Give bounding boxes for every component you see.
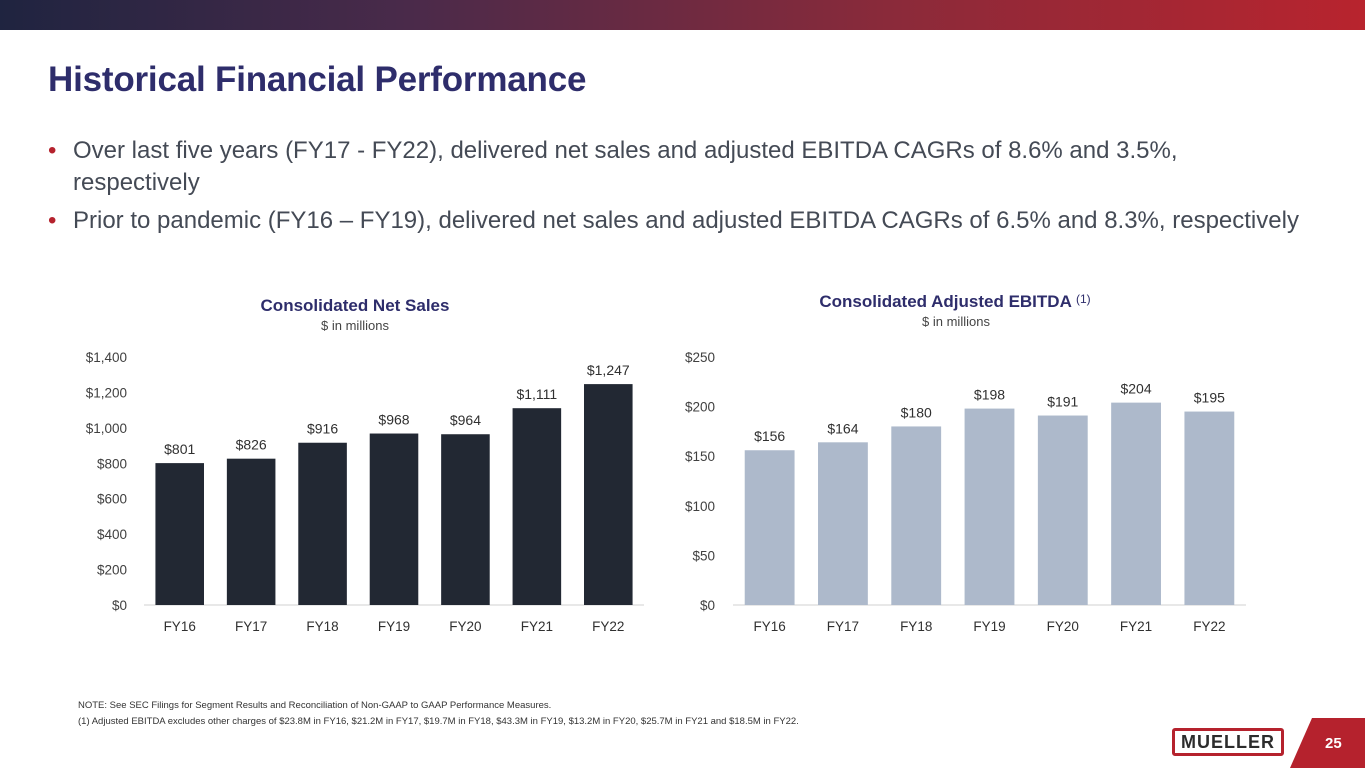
footnote-1: (1) Adjusted EBITDA excludes other charg… — [78, 716, 799, 727]
ebitda-chart-title-footnote-ref: (1) — [1075, 292, 1091, 306]
net-sales-x-tick-label: FY22 — [592, 619, 624, 634]
net-sales-bar — [369, 433, 419, 605]
ebitda-bar — [1184, 411, 1235, 605]
top-gradient-bar — [0, 0, 1365, 30]
net-sales-bar — [226, 458, 276, 605]
ebitda-bar — [891, 426, 942, 605]
ebitda-chart-title-text: Consolidated Adjusted EBITDA — [819, 292, 1072, 311]
net-sales-y-tick-label: $1,200 — [86, 385, 127, 400]
ebitda-x-tick-label: FY21 — [1120, 619, 1152, 634]
net-sales-data-label: $801 — [164, 441, 195, 457]
ebitda-x-tick-label: FY22 — [1193, 619, 1225, 634]
net-sales-x-tick-label: FY17 — [235, 619, 267, 634]
ebitda-x-tick-label: FY20 — [1047, 619, 1079, 634]
net-sales-y-tick-label: $400 — [97, 527, 127, 542]
ebitda-x-tick-label: FY19 — [973, 619, 1005, 634]
ebitda-data-label: $164 — [827, 420, 858, 436]
ebitda-data-label: $156 — [754, 428, 785, 444]
net-sales-x-tick-label: FY18 — [306, 619, 338, 634]
net-sales-bar — [584, 384, 633, 605]
ebitda-y-tick-label: $150 — [685, 449, 715, 464]
net-sales-bar — [155, 463, 204, 605]
mueller-logo: MUELLER — [1172, 728, 1284, 756]
ebitda-chart-subtitle: $ in millions — [922, 314, 990, 329]
ebitda-data-label: $191 — [1047, 394, 1078, 410]
ebitda-bar — [818, 442, 868, 605]
net-sales-data-label: $916 — [307, 421, 338, 437]
net-sales-chart-title: Consolidated Net Sales — [260, 296, 450, 315]
ebitda-y-tick-label: $200 — [685, 400, 715, 415]
ebitda-bar — [964, 408, 1015, 605]
net-sales-y-tick-label: $0 — [112, 598, 127, 613]
net-sales-x-tick-label: FY20 — [449, 619, 481, 634]
ebitda-bar — [1037, 415, 1088, 605]
net-sales-bar — [298, 442, 347, 605]
ebitda-y-tick-label: $250 — [685, 350, 715, 365]
bullet-text: Prior to pandemic (FY16 – FY19), deliver… — [73, 207, 1299, 234]
net-sales-data-label: $1,247 — [587, 362, 630, 378]
net-sales-bar — [512, 408, 562, 605]
net-sales-x-tick-label: FY21 — [521, 619, 553, 634]
ebitda-y-tick-label: $50 — [692, 548, 715, 563]
ebitda-data-label: $198 — [974, 387, 1005, 403]
footnote-note: NOTE: See SEC Filings for Segment Result… — [78, 700, 552, 711]
ebitda-data-label: $180 — [901, 404, 932, 420]
bullet-dot-icon: • — [48, 137, 57, 164]
ebitda-x-tick-label: FY17 — [827, 619, 859, 634]
bullet-dot-icon: • — [48, 207, 57, 234]
net-sales-y-tick-label: $1,400 — [86, 350, 127, 365]
page-number: 25 — [1325, 735, 1342, 752]
net-sales-data-label: $964 — [450, 412, 481, 428]
bullet-item: • Over last five years (FY17 - FY22), de… — [48, 135, 1308, 199]
ebitda-y-tick-label: $100 — [685, 499, 715, 514]
net-sales-y-tick-label: $1,000 — [86, 421, 127, 436]
ebitda-x-tick-label: FY16 — [754, 619, 786, 634]
ebitda-data-label: $195 — [1194, 390, 1225, 406]
ebitda-data-label: $204 — [1120, 381, 1151, 397]
ebitda-bar — [1111, 402, 1161, 605]
ebitda-chart-title: Consolidated Adjusted EBITDA (1) — [790, 292, 1120, 312]
ebitda-bar — [744, 450, 795, 605]
net-sales-y-tick-label: $800 — [97, 456, 127, 471]
ebitda-x-tick-label: FY18 — [900, 619, 932, 634]
net-sales-chart-subtitle: $ in millions — [321, 318, 389, 333]
net-sales-x-tick-label: FY16 — [164, 619, 196, 634]
net-sales-data-label: $826 — [236, 437, 267, 453]
net-sales-data-label: $968 — [378, 412, 409, 428]
page-title: Historical Financial Performance — [48, 60, 587, 99]
ebitda-y-tick-label: $0 — [700, 598, 715, 613]
net-sales-x-tick-label: FY19 — [378, 619, 410, 634]
bullet-item: • Prior to pandemic (FY16 – FY19), deliv… — [48, 205, 1308, 237]
net-sales-y-tick-label: $600 — [97, 492, 127, 507]
net-sales-y-tick-label: $200 — [97, 563, 127, 578]
net-sales-bar — [441, 434, 490, 605]
bullet-text: Over last five years (FY17 - FY22), deli… — [73, 137, 1178, 196]
bullet-list: • Over last five years (FY17 - FY22), de… — [48, 135, 1308, 243]
net-sales-data-label: $1,111 — [516, 386, 557, 402]
